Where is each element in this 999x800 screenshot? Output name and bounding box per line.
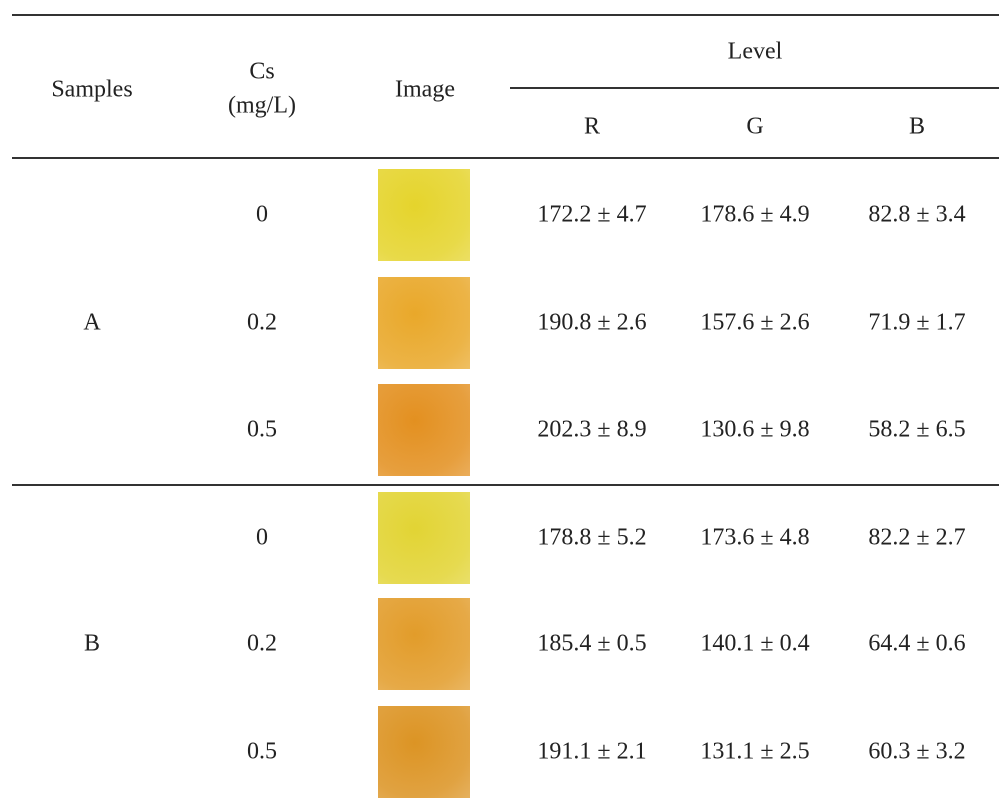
b-cell: 82.8 ± 3.4 (868, 202, 965, 229)
sample-image (378, 706, 470, 798)
header-cell: Level (728, 39, 783, 66)
header-cell: G (746, 114, 763, 141)
header-cell: (mg/L) (228, 93, 296, 120)
r-cell: 191.1 ± 2.1 (537, 739, 646, 766)
header-cell: Cs (249, 59, 274, 86)
r-cell: 190.8 ± 2.6 (537, 310, 646, 337)
table: Samples Cs (mg/L) Image Level R G B A 0 17… (0, 0, 999, 800)
cs-cell: 0 (256, 525, 268, 552)
g-cell: 157.6 ± 2.6 (700, 310, 809, 337)
sample-image (378, 492, 470, 584)
g-cell: 131.1 ± 2.5 (700, 739, 809, 766)
g-cell: 140.1 ± 0.4 (700, 631, 809, 658)
header-rule (12, 157, 999, 159)
cs-cell: 0.5 (247, 417, 277, 444)
b-cell: 58.2 ± 6.5 (868, 417, 965, 444)
g-cell: 173.6 ± 4.8 (700, 525, 809, 552)
cs-cell: 0.2 (247, 310, 277, 337)
cs-cell: 0.2 (247, 631, 277, 658)
b-cell: 71.9 ± 1.7 (868, 310, 965, 337)
b-cell: 60.3 ± 3.2 (868, 739, 965, 766)
b-cell: 64.4 ± 0.6 (868, 631, 965, 658)
r-cell: 178.8 ± 5.2 (537, 525, 646, 552)
header-cell: R (584, 114, 600, 141)
cs-cell: 0 (256, 202, 268, 229)
header-cell: Samples (51, 77, 132, 104)
g-cell: 178.6 ± 4.9 (700, 202, 809, 229)
r-cell: 185.4 ± 0.5 (537, 631, 646, 658)
sample-label: A (83, 310, 100, 337)
sample-image (378, 598, 470, 690)
header-cell: B (909, 114, 925, 141)
sample-image (378, 169, 470, 261)
b-cell: 82.2 ± 2.7 (868, 525, 965, 552)
header-cell: Image (395, 77, 455, 104)
sample-label: B (84, 631, 100, 658)
r-cell: 172.2 ± 4.7 (537, 202, 646, 229)
g-cell: 130.6 ± 9.8 (700, 417, 809, 444)
group-rule (12, 484, 999, 486)
sample-image (378, 277, 470, 369)
level-rule (510, 87, 999, 89)
top-rule (12, 14, 999, 16)
cs-cell: 0.5 (247, 739, 277, 766)
r-cell: 202.3 ± 8.9 (537, 417, 646, 444)
sample-image (378, 384, 470, 476)
